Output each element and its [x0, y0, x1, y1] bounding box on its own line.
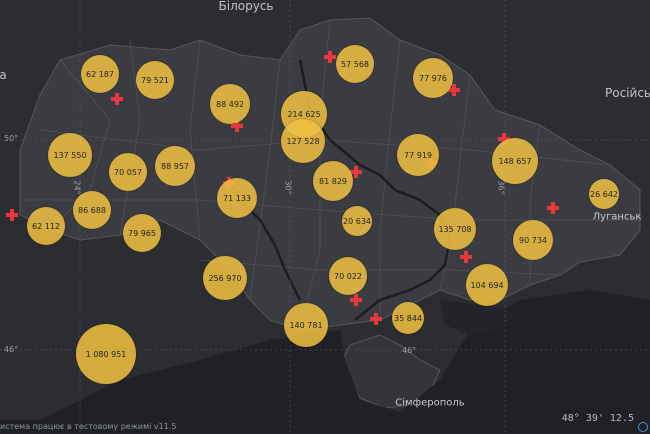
hospital-marker[interactable]: [6, 209, 18, 221]
label-simferopol: Сімферополь: [395, 397, 465, 409]
label-russia: Російсь: [605, 86, 650, 100]
grid-label-46-mid: 46°: [402, 346, 417, 355]
grid-label-24: 24°: [72, 180, 82, 195]
case-cluster-bubble[interactable]: 88 492: [210, 84, 250, 124]
grid-label-50: 50°: [4, 134, 19, 143]
case-cluster-bubble[interactable]: 135 708: [434, 208, 476, 250]
case-cluster-bubble[interactable]: 88 957: [155, 146, 195, 186]
hospital-marker[interactable]: [231, 120, 243, 132]
case-cluster-bubble[interactable]: 70 022: [329, 257, 367, 295]
case-cluster-bubble[interactable]: 35 844: [392, 302, 424, 334]
hospital-marker[interactable]: [498, 133, 510, 145]
hospital-marker[interactable]: [448, 84, 460, 96]
label-luhansk: Луганськ: [592, 211, 642, 223]
case-cluster-bubble[interactable]: 77 919: [397, 134, 439, 176]
case-cluster-bubble[interactable]: 20 634: [342, 206, 372, 236]
info-icon[interactable]: [638, 422, 648, 432]
case-cluster-bubble[interactable]: 26 642: [589, 179, 619, 209]
case-cluster-bubble[interactable]: 81 829: [313, 161, 353, 201]
case-cluster-bubble[interactable]: 86 688: [73, 191, 111, 229]
case-cluster-bubble[interactable]: 57 568: [336, 45, 374, 83]
grid-label-30: 30°: [283, 180, 293, 195]
hospital-marker[interactable]: [547, 202, 559, 214]
status-footer: истема працює в тестовому режимі v11.5: [0, 422, 177, 431]
case-cluster-bubble[interactable]: 70 057: [109, 153, 147, 191]
case-cluster-bubble[interactable]: 137 550: [48, 133, 92, 177]
case-cluster-bubble[interactable]: 140 781: [284, 303, 328, 347]
case-cluster-bubble[interactable]: 62 112: [27, 207, 65, 245]
case-cluster-bubble[interactable]: 256 970: [203, 256, 247, 300]
hospital-marker[interactable]: [370, 313, 382, 325]
hospital-marker[interactable]: [350, 166, 362, 178]
azov-sea: [440, 300, 520, 335]
case-cluster-bubble[interactable]: 71 133: [217, 178, 257, 218]
case-cluster-bubble[interactable]: 90 734: [513, 220, 553, 260]
case-cluster-bubble[interactable]: 127 528: [281, 119, 325, 163]
hospital-marker[interactable]: [350, 294, 362, 306]
case-cluster-bubble[interactable]: 79 521: [136, 61, 174, 99]
case-cluster-bubble[interactable]: 79 965: [123, 214, 161, 252]
case-cluster-bubble[interactable]: 148 657: [492, 138, 538, 184]
case-cluster-bubble[interactable]: 1 080 951: [76, 324, 136, 384]
case-cluster-bubble[interactable]: 77 976: [413, 58, 453, 98]
hospital-marker[interactable]: [460, 251, 472, 263]
label-belarus: Білорусь: [218, 0, 274, 13]
label-left-edge: а: [0, 68, 7, 82]
case-cluster-bubble[interactable]: 104 694: [466, 264, 508, 306]
grid-label-46-left: 46°: [4, 345, 19, 354]
cursor-coordinates: 48° 39' 12.5: [561, 413, 634, 424]
grid-label-36: 36°: [496, 180, 506, 195]
hospital-marker[interactable]: [324, 51, 336, 63]
case-cluster-bubble[interactable]: 62 187: [81, 55, 119, 93]
hospital-marker[interactable]: [111, 93, 123, 105]
